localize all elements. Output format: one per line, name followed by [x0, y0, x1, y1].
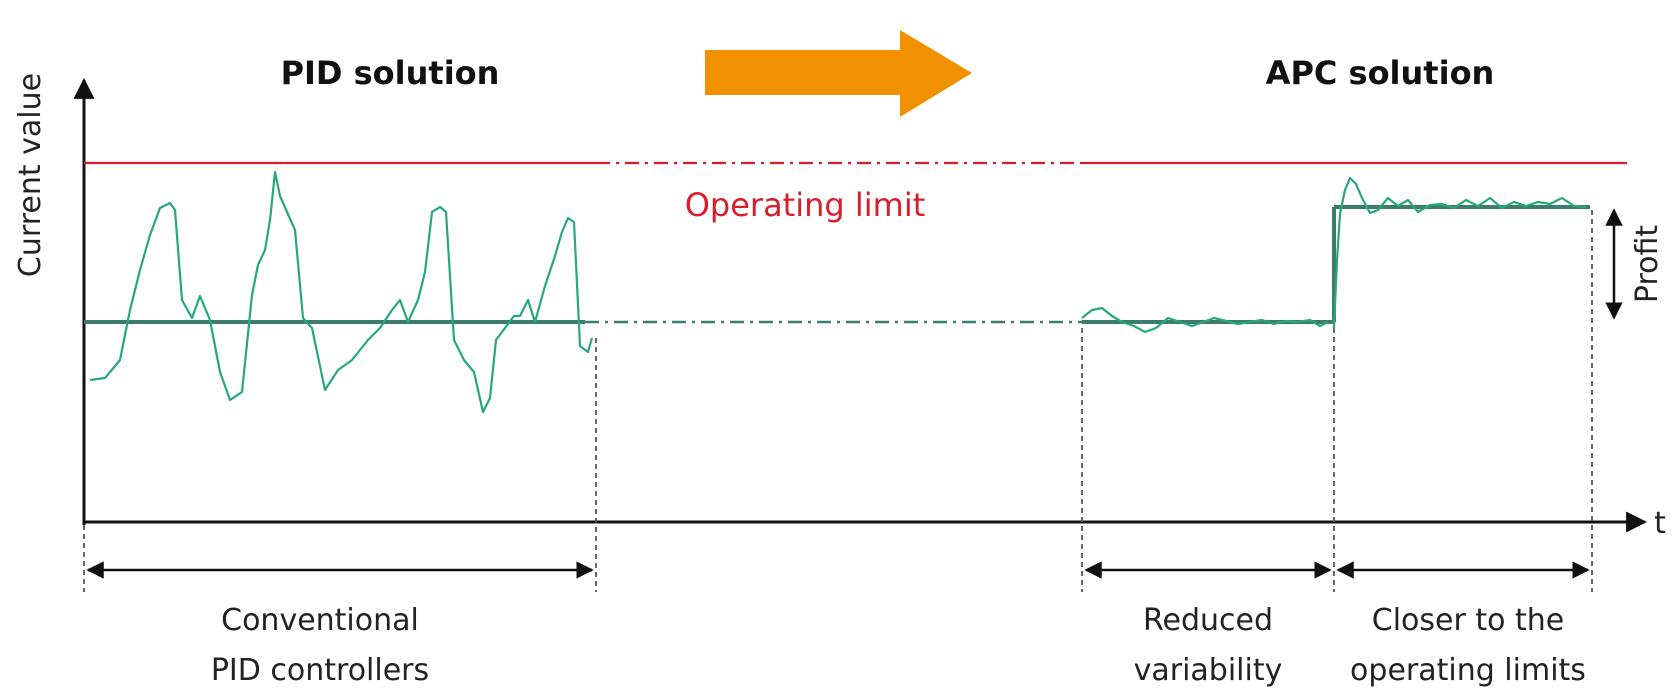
- operating-limit-label: Operating limit: [685, 186, 926, 224]
- conventional-label-line1: Conventional: [221, 603, 419, 638]
- conventional-label-line2: PID controllers: [211, 653, 429, 688]
- reduced-label-line2: variability: [1134, 653, 1283, 688]
- apc-reduced-variability-signal: [1081, 306, 1329, 334]
- x-axis-label: t: [1654, 506, 1666, 541]
- apc-closer-to-limits-signal: [1332, 176, 1587, 329]
- transition-arrow: [705, 30, 972, 117]
- pid-solution-title: PID solution: [281, 54, 500, 92]
- y-axis-label: Current value: [13, 73, 48, 277]
- closer-label-line1: Closer to the: [1372, 603, 1564, 638]
- reduced-label-line1: Reduced: [1143, 603, 1273, 638]
- apc-solution-title: APC solution: [1266, 54, 1495, 92]
- pid-signal: [89, 170, 594, 414]
- profit-label: Profit: [1630, 225, 1665, 303]
- closer-label-line2: operating limits: [1350, 653, 1586, 688]
